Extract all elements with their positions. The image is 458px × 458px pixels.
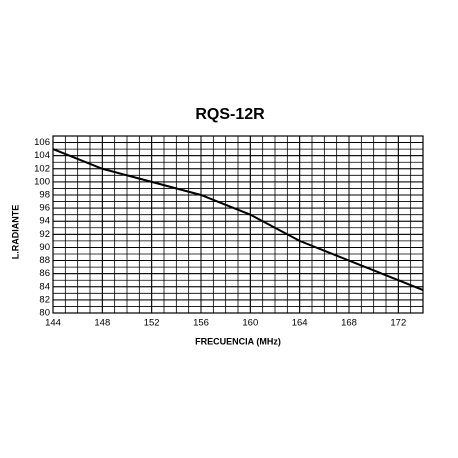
y-tick-label: 82 bbox=[39, 294, 50, 305]
y-tick-label: 84 bbox=[39, 281, 50, 292]
y-tick-label: 80 bbox=[39, 308, 50, 319]
chart-title: RQS-12R bbox=[195, 106, 265, 123]
y-tick-label: 98 bbox=[39, 190, 50, 201]
y-tick-label: 100 bbox=[34, 176, 50, 187]
x-tick-label: 156 bbox=[193, 318, 209, 329]
plot-frame bbox=[52, 135, 424, 314]
y-tick-label: 104 bbox=[34, 150, 50, 161]
y-tick-label: 88 bbox=[39, 255, 50, 266]
y-tick-label: 86 bbox=[39, 268, 50, 279]
y-tick-label: 106 bbox=[34, 137, 50, 148]
y-axis-label: L.RADIANTE bbox=[10, 205, 20, 260]
x-tick-label: 168 bbox=[341, 318, 357, 329]
x-tick-label: 148 bbox=[94, 318, 110, 329]
x-tick-label: 152 bbox=[144, 318, 160, 329]
x-tick-label: 164 bbox=[292, 318, 308, 329]
y-tick-label: 102 bbox=[34, 163, 50, 174]
x-tick-label: 144 bbox=[45, 318, 61, 329]
data-line bbox=[52, 148, 424, 291]
x-tick-label: 172 bbox=[390, 318, 406, 329]
y-tick-label: 96 bbox=[39, 203, 50, 214]
y-tick-label: 94 bbox=[39, 216, 50, 227]
x-tick-label: 160 bbox=[242, 318, 258, 329]
x-axis-label: FRECUENCIA (MHz) bbox=[195, 336, 281, 346]
y-tick-label: 90 bbox=[39, 242, 50, 253]
y-tick-label: 92 bbox=[39, 229, 50, 240]
